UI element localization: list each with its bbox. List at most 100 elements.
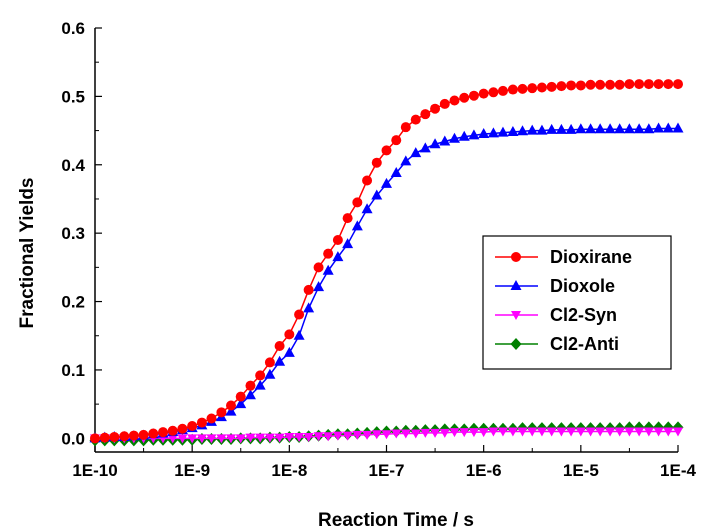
data-point — [643, 123, 655, 134]
data-point — [284, 329, 295, 340]
data-point — [410, 147, 422, 158]
data-point — [673, 79, 683, 90]
data-point — [604, 123, 616, 134]
data-point — [158, 427, 169, 438]
data-point — [313, 281, 325, 292]
data-point — [323, 432, 334, 442]
data-point — [391, 429, 402, 439]
data-point — [264, 368, 276, 379]
data-point — [284, 432, 295, 442]
data-point — [371, 189, 383, 200]
data-point — [419, 142, 431, 153]
data-point — [313, 262, 324, 273]
data-point — [391, 135, 402, 146]
x-tick-label: 1E-8 — [271, 461, 307, 480]
data-point — [517, 427, 528, 437]
data-point — [468, 428, 479, 438]
data-point — [187, 434, 198, 444]
data-point — [663, 79, 674, 90]
data-point — [206, 413, 217, 424]
data-point — [294, 432, 305, 442]
data-point — [643, 79, 654, 90]
data-point — [410, 429, 421, 439]
data-point — [497, 126, 509, 137]
data-point — [226, 434, 237, 444]
y-axis-title: Fractional Yields — [17, 178, 38, 329]
data-point — [488, 87, 499, 98]
data-point — [244, 389, 256, 400]
data-point — [507, 125, 519, 136]
data-point — [187, 421, 198, 432]
data-point — [546, 123, 558, 134]
data-point — [663, 427, 674, 437]
data-point — [381, 430, 392, 440]
data-point — [478, 428, 489, 438]
data-point — [585, 427, 596, 437]
data-point — [255, 433, 266, 443]
data-point — [624, 79, 635, 90]
series-dioxirane — [90, 79, 683, 444]
legend: Dioxirane Dioxole Cl2-Syn Cl2-Anti — [482, 235, 672, 370]
data-point — [566, 80, 577, 91]
y-tick-label: 0.3 — [61, 224, 85, 243]
data-point — [575, 123, 587, 134]
data-point — [575, 80, 586, 91]
axes: 1E-10 1E-9 1E-8 1E-7 1E-6 1E-5 1E-4 0.0 0.1 0.2 0.… — [61, 19, 696, 480]
y-tick-label: 0.2 — [61, 293, 85, 312]
data-point — [99, 432, 110, 443]
data-point — [283, 346, 295, 357]
data-point — [497, 427, 508, 437]
data-point — [449, 95, 460, 106]
data-point — [410, 114, 421, 125]
data-point — [439, 135, 451, 146]
data-point — [556, 81, 567, 92]
data-point — [527, 83, 538, 94]
data-point — [352, 197, 363, 208]
data-point — [565, 123, 577, 134]
data-point — [546, 81, 557, 92]
data-point — [342, 431, 353, 441]
legend-label: Cl2-Syn — [550, 305, 617, 325]
data-point — [430, 103, 441, 114]
data-point — [517, 83, 528, 94]
data-point — [264, 357, 275, 368]
legend-swatch-marker — [510, 338, 522, 350]
data-point — [254, 379, 266, 390]
data-point — [487, 127, 499, 138]
x-tick-label: 1E-5 — [563, 461, 599, 480]
data-point — [536, 427, 547, 437]
data-point — [594, 123, 606, 134]
data-point — [623, 123, 635, 134]
data-point — [303, 284, 314, 295]
data-point — [245, 380, 256, 391]
data-point — [575, 427, 586, 437]
data-point — [634, 427, 645, 437]
data-point — [303, 432, 314, 442]
data-point — [555, 123, 567, 134]
data-point — [342, 213, 353, 224]
data-point — [352, 430, 363, 440]
data-point — [167, 434, 178, 444]
data-point — [526, 124, 538, 135]
data-point — [497, 85, 508, 96]
data-point — [362, 175, 373, 186]
data-point — [556, 427, 567, 437]
data-point — [264, 433, 275, 443]
data-point — [216, 407, 227, 418]
legend-swatch-marker — [510, 280, 522, 290]
data-point — [536, 82, 547, 93]
x-tick-label: 1E-10 — [72, 461, 117, 480]
data-point — [196, 434, 207, 444]
data-point — [332, 251, 344, 262]
data-point — [332, 235, 343, 245]
data-point — [274, 433, 285, 443]
data-point — [109, 431, 120, 442]
data-point — [216, 434, 227, 444]
data-point — [605, 427, 616, 437]
data-point — [400, 155, 412, 166]
data-point — [517, 125, 529, 136]
data-point — [177, 434, 188, 444]
legend-label: Cl2-Anti — [550, 334, 619, 354]
data-point — [371, 430, 382, 440]
